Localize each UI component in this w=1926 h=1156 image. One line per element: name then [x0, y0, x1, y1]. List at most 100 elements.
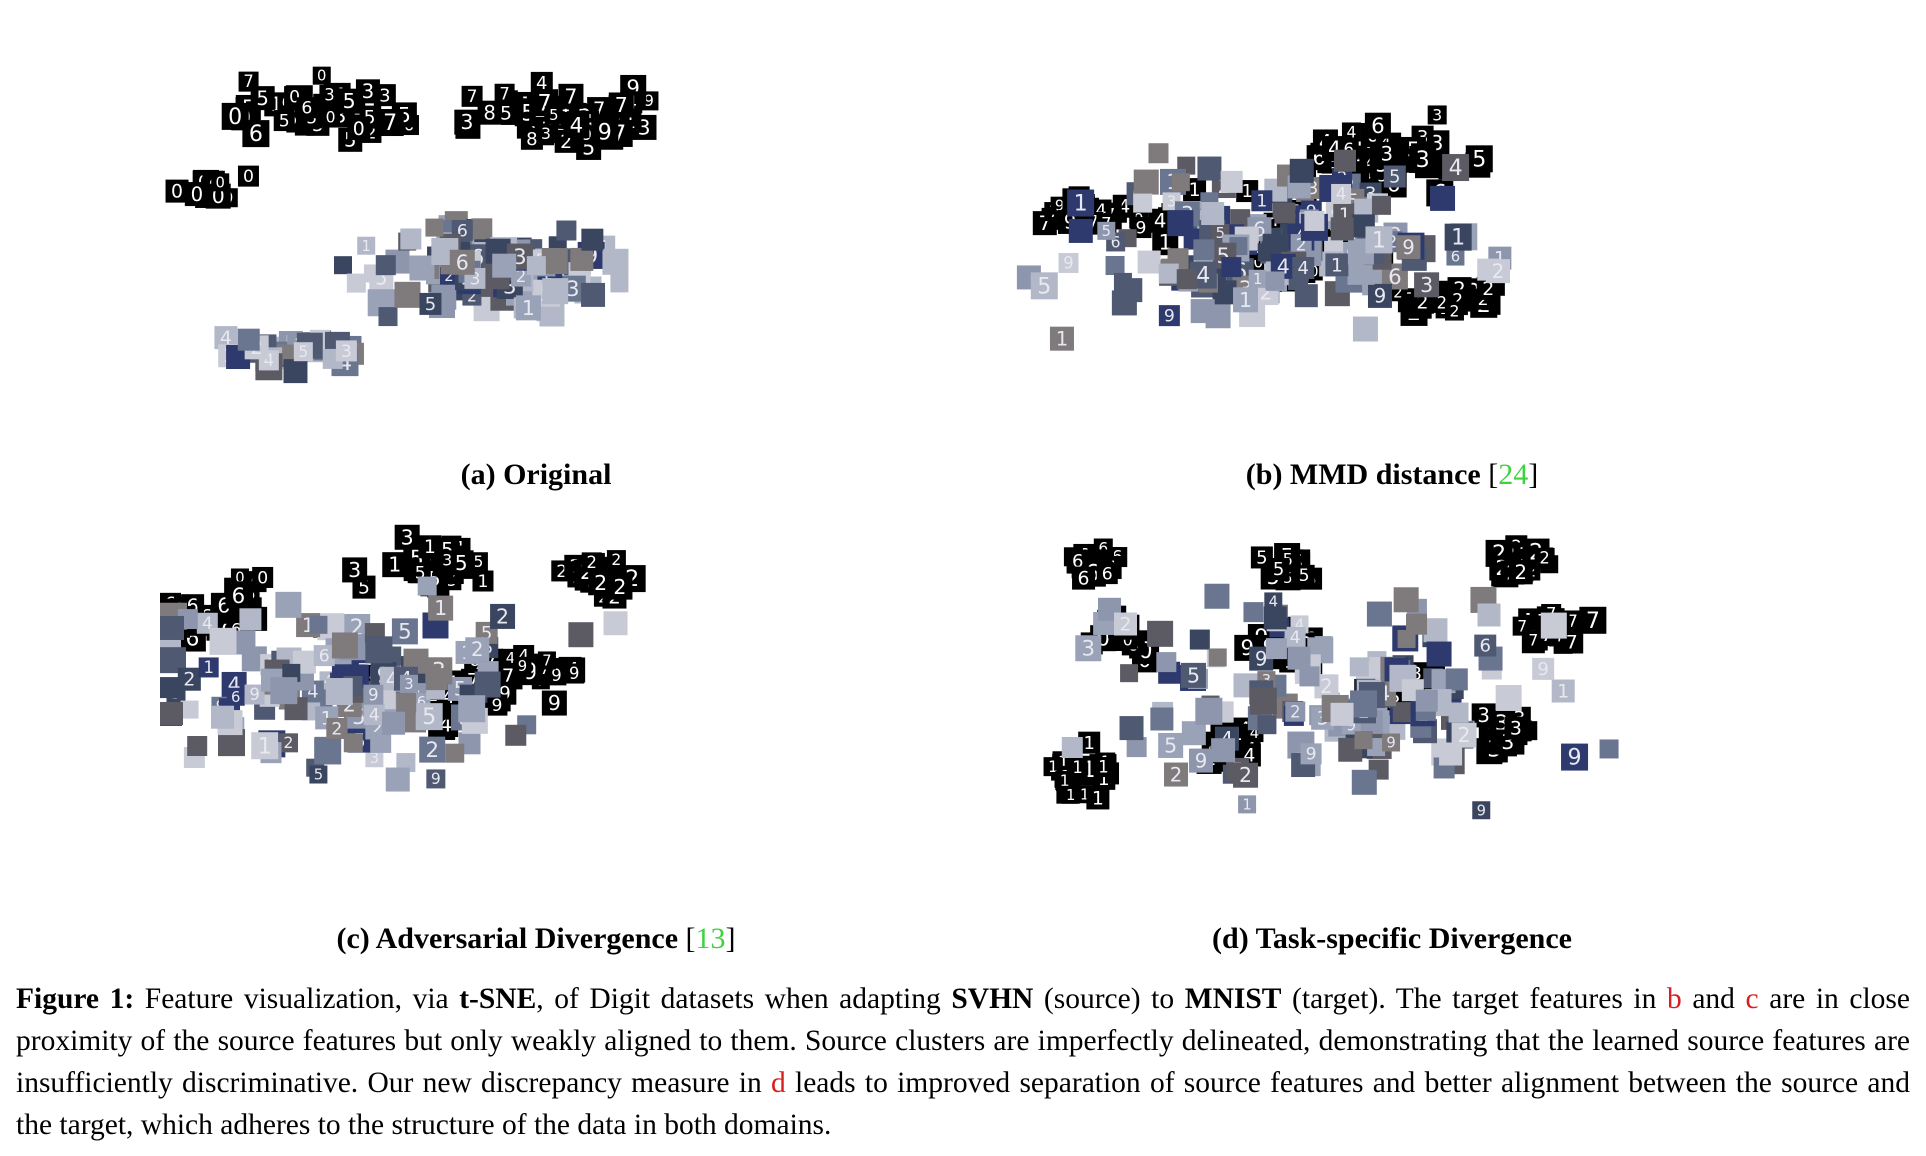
- svg-text:3: 3: [460, 110, 473, 134]
- svg-text:9: 9: [598, 119, 612, 145]
- source-sample: [331, 632, 358, 659]
- target-sample: 3: [1409, 145, 1437, 173]
- svg-text:3: 3: [401, 525, 414, 549]
- source-sample: [1393, 587, 1419, 613]
- source-sample: [211, 705, 235, 729]
- source-sample: [209, 627, 237, 655]
- svg-text:5: 5: [481, 623, 492, 644]
- svg-text:5: 5: [425, 294, 436, 315]
- target-sample: 0: [252, 566, 274, 588]
- target-sample: 1: [1061, 785, 1080, 804]
- svg-text:1: 1: [1253, 271, 1262, 288]
- source-sample: [581, 282, 606, 307]
- svg-text:4: 4: [1295, 616, 1304, 633]
- source-sample: [1439, 742, 1463, 766]
- source-sample: [1333, 149, 1356, 172]
- svg-text:3: 3: [1082, 637, 1096, 662]
- svg-text:2: 2: [1170, 763, 1183, 786]
- svg-text:9: 9: [1374, 285, 1387, 308]
- svg-text:9: 9: [1402, 236, 1415, 259]
- svg-text:2: 2: [516, 267, 526, 286]
- panel-link-c[interactable]: c: [1745, 983, 1759, 1015]
- source-sample: [1068, 218, 1093, 243]
- svg-text:0: 0: [353, 118, 365, 140]
- svg-text:3: 3: [324, 86, 334, 105]
- svg-text:1: 1: [1083, 733, 1094, 754]
- source-sample: [1287, 646, 1311, 670]
- svg-text:2: 2: [1290, 702, 1300, 721]
- svg-text:2: 2: [1539, 548, 1549, 567]
- svg-text:5: 5: [1216, 225, 1225, 242]
- svg-text:3: 3: [442, 551, 452, 569]
- source-sample: 9: [1158, 305, 1180, 327]
- target-sample: 2: [1534, 547, 1555, 568]
- source-sample: [1299, 666, 1320, 687]
- source-sample: [1314, 636, 1333, 655]
- target-sample: 5: [1293, 564, 1315, 586]
- svg-text:1: 1: [1072, 758, 1082, 777]
- source-sample: [1150, 707, 1174, 731]
- source-sample: [187, 736, 208, 757]
- source-sample: 5: [309, 765, 328, 784]
- svg-text:1: 1: [1239, 288, 1252, 312]
- source-sample: 4: [1292, 257, 1315, 279]
- svg-text:6: 6: [1343, 140, 1353, 159]
- svg-text:3: 3: [370, 750, 379, 767]
- svg-text:8: 8: [526, 129, 537, 150]
- panel-link-b[interactable]: b: [1666, 983, 1682, 1015]
- source-sample: 1: [1248, 269, 1267, 288]
- source-sample: [1105, 256, 1125, 276]
- source-sample: [541, 248, 568, 275]
- svg-text:5: 5: [279, 111, 290, 131]
- source-sample: [1352, 316, 1378, 342]
- source-sample: 9: [363, 684, 384, 705]
- svg-text:2: 2: [1478, 290, 1489, 310]
- svg-text:5: 5: [314, 767, 323, 784]
- svg-text:9: 9: [491, 696, 502, 716]
- source-sample: 6: [1474, 634, 1497, 657]
- source-sample: 9: [1382, 733, 1401, 752]
- svg-text:0: 0: [216, 174, 225, 191]
- source-sample: [378, 307, 398, 327]
- svg-text:9: 9: [368, 685, 378, 704]
- svg-text:7: 7: [243, 72, 253, 91]
- target-sample: 5: [1267, 558, 1290, 580]
- panel-mmd: 3451383153453641348664156551435543516544…: [1010, 28, 1780, 448]
- source-sample: [1201, 202, 1225, 226]
- svg-text:9: 9: [1386, 735, 1395, 752]
- target-sample: 7: [1579, 606, 1607, 634]
- svg-text:5: 5: [1256, 548, 1267, 569]
- source-sample: [602, 248, 629, 275]
- svg-text:9: 9: [1568, 745, 1582, 771]
- svg-text:2: 2: [284, 734, 294, 752]
- subcaption-b: (b) MMD distance [24]: [1246, 458, 1538, 492]
- svg-text:3: 3: [348, 558, 361, 582]
- panel-link-d[interactable]: d: [770, 1067, 786, 1099]
- citation-ref[interactable]: [13]: [685, 922, 736, 955]
- source-sample: [1274, 202, 1296, 224]
- source-sample: [1392, 702, 1413, 723]
- source-sample: [1133, 193, 1153, 213]
- panel-adversarial: 5155153555151553551111335535130066000600…: [160, 495, 930, 915]
- source-sample: [1119, 716, 1144, 741]
- subcaption-d: (d) Task-specific Divergence: [1212, 922, 1572, 956]
- target-sample: 5: [336, 88, 362, 114]
- svg-text:1: 1: [1557, 680, 1569, 702]
- source-sample: [1190, 299, 1215, 324]
- target-sample: 5: [273, 110, 295, 131]
- source-sample: 9: [1058, 252, 1079, 273]
- svg-text:0: 0: [289, 87, 300, 107]
- caption-figure-label: Figure 1:: [16, 983, 135, 1015]
- target-sample: 0: [211, 173, 230, 191]
- source-sample: [505, 724, 527, 746]
- source-sample: [1406, 613, 1428, 635]
- source-sample: 1: [1067, 189, 1095, 217]
- source-sample: [370, 731, 392, 753]
- source-sample: 6: [1446, 247, 1465, 266]
- source-sample: [1195, 697, 1223, 725]
- svg-text:4: 4: [220, 327, 232, 349]
- citation-ref[interactable]: [24]: [1488, 458, 1539, 491]
- source-sample: 2: [177, 667, 201, 691]
- target-sample: 9: [546, 665, 567, 686]
- source-sample: 1: [1365, 226, 1393, 253]
